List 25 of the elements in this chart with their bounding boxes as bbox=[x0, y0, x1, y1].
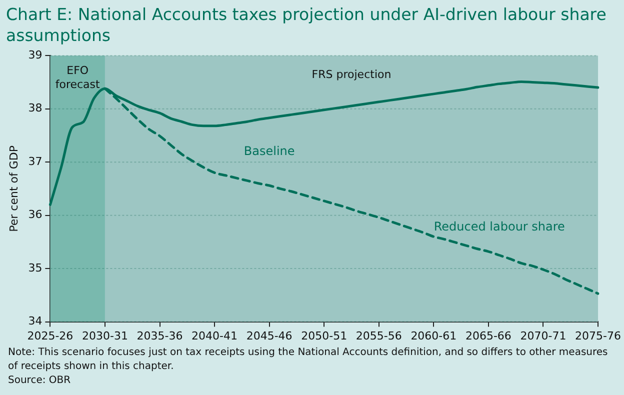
series-label: Reduced labour share bbox=[434, 219, 565, 234]
y-tick-label: 36 bbox=[28, 208, 42, 222]
y-tick-label: 35 bbox=[28, 261, 42, 274]
text: Note: This scenario focuses just on tax receipts using the National Accounts definition, and so differs to other measures of receipts shown in this chapter. bbox=[8, 346, 609, 374]
y-tick-label: 34 bbox=[28, 314, 42, 328]
series-label: Baseline bbox=[244, 144, 295, 158]
x-tick-label: 2075-76 bbox=[575, 329, 622, 342]
x-tick-label: 2070-71 bbox=[520, 329, 566, 342]
x-tick-label: 2035-36 bbox=[136, 329, 183, 342]
x-tick-label: 2055-56 bbox=[356, 329, 402, 342]
x-tick-label: 2060-61 bbox=[410, 329, 457, 342]
source-note: Source: OBR bbox=[8, 374, 72, 388]
y-tick-label: 38 bbox=[28, 102, 42, 115]
x-tick-label: 2040-41 bbox=[192, 329, 238, 342]
x-tick-label: 2025-26 bbox=[27, 329, 74, 342]
x-tick-label: 2030-31 bbox=[82, 329, 128, 342]
x-tick-label: 2050-51 bbox=[301, 329, 348, 342]
band-label: EFO forecast bbox=[55, 64, 101, 91]
chart-title: Chart E: National Accounts taxes projection under AI-driven labour share assumptions bbox=[5, 4, 608, 46]
x-tick-label: 2065-66 bbox=[465, 329, 512, 342]
x-tick-label: 2045-46 bbox=[246, 329, 292, 342]
y-axis-title: Per cent of GDP bbox=[7, 145, 20, 232]
band-label: FRS projection bbox=[312, 68, 392, 81]
y-tick-label: 39 bbox=[28, 48, 42, 62]
y-tick-label: 37 bbox=[28, 154, 42, 168]
